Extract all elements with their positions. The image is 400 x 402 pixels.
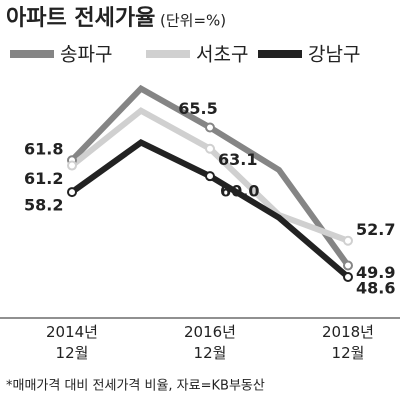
data-point [67,160,77,171]
data-point [67,187,77,198]
x-tick-label: 2016년 12월 [184,323,236,362]
chart-title: 아파트 전세가율 [6,6,155,31]
footnote: *매매가격 대비 전세가격 비율, 자료=KB부동산 [6,379,265,394]
chart-unit: (단위=%) [160,12,226,30]
data-label: 52.7 [356,220,395,239]
data-label: 65.5 [178,99,217,118]
legend-label: 송파구 [60,44,112,66]
data-label: 61.2 [24,169,63,188]
data-label: 48.6 [356,279,395,298]
data-label: 61.8 [24,140,63,159]
data-point [205,122,215,133]
data-point [343,272,353,282]
legend-label: 강남구 [308,44,360,66]
data-label: 49.9 [356,263,395,282]
data-point [343,235,353,246]
data-label: 58.2 [24,196,63,215]
x-tick-label: 2014년 12월 [46,323,98,362]
x-tick-label: 2018년 12월 [322,323,374,362]
data-point [343,260,353,271]
data-point [205,171,215,182]
data-label: 60.0 [220,182,259,201]
legend-label: 서초구 [196,44,248,66]
data-label: 63.1 [218,150,257,169]
data-point [205,143,215,154]
